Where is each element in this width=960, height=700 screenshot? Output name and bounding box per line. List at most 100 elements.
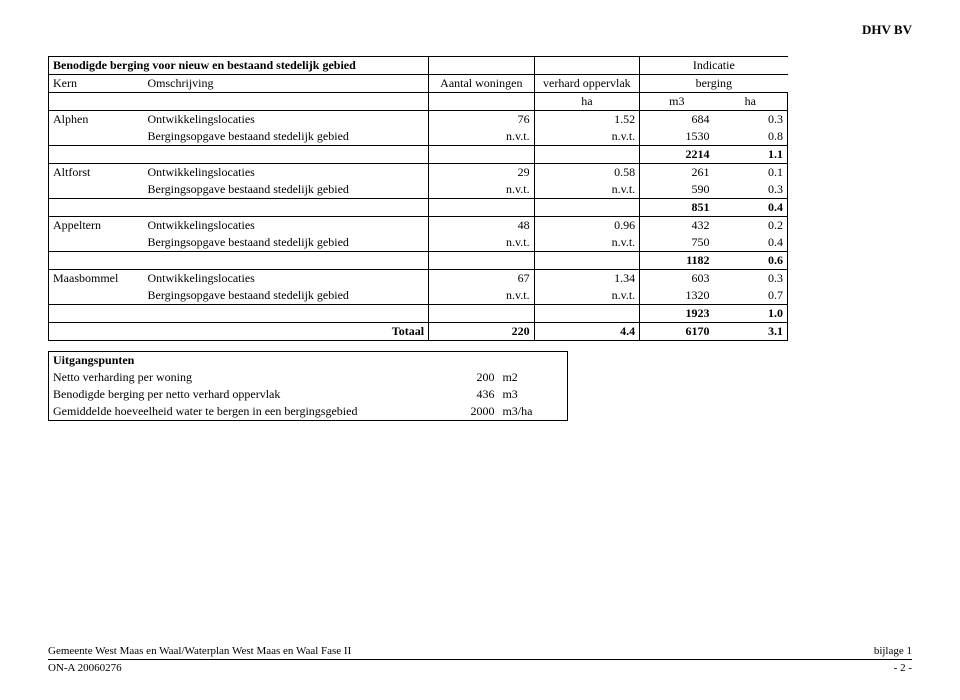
assumption-label: Netto verharding per woning xyxy=(49,369,430,386)
subtotal-m3: 2214 xyxy=(640,146,714,164)
line-ha: 0.3 xyxy=(714,111,788,129)
col-indicatie: Indicatie xyxy=(640,57,788,75)
line-oms: Bergingsopgave bestaand stedelijk gebied xyxy=(144,287,429,305)
line-ha: 0.4 xyxy=(714,234,788,252)
unit-m3: m3 xyxy=(640,93,714,111)
assumption-unit: m3/ha xyxy=(498,403,567,421)
group-name: Maasbommel xyxy=(49,270,144,288)
line-aantal: n.v.t. xyxy=(429,287,535,305)
line-verh: n.v.t. xyxy=(534,287,640,305)
line-m3: 684 xyxy=(640,111,714,129)
subtotal-pad xyxy=(49,199,144,217)
line-ha: 0.1 xyxy=(714,164,788,182)
subtotal-pad xyxy=(429,146,535,164)
subtotal-ha: 1.1 xyxy=(714,146,788,164)
subtotal-pad xyxy=(534,199,640,217)
subtotal-m3: 1182 xyxy=(640,252,714,270)
subtotal-pad xyxy=(429,199,535,217)
subtotal-row: 19231.0 xyxy=(49,305,788,323)
subtotal-pad xyxy=(534,305,640,323)
line-ha: 0.3 xyxy=(714,181,788,199)
line-verh: 1.34 xyxy=(534,270,640,288)
line-aantal: 48 xyxy=(429,217,535,235)
group-name xyxy=(49,234,144,252)
subtotal-pad xyxy=(534,252,640,270)
table-row: Bergingsopgave bestaand stedelijk gebied… xyxy=(49,181,788,199)
subtotal-row: 22141.1 xyxy=(49,146,788,164)
col-berging: berging xyxy=(640,75,788,93)
subtotal-pad xyxy=(49,252,144,270)
line-ha: 0.3 xyxy=(714,270,788,288)
assumption-label: Benodigde berging per netto verhard oppe… xyxy=(49,386,430,403)
subtotal-pad xyxy=(49,305,144,323)
subtotal-pad xyxy=(534,146,640,164)
subtotal-m3: 1923 xyxy=(640,305,714,323)
assumption-label: Gemiddelde hoeveelheid water te bergen i… xyxy=(49,403,430,421)
total-verh: 4.4 xyxy=(534,323,640,341)
line-aantal: 67 xyxy=(429,270,535,288)
unit-ha-1: ha xyxy=(534,93,640,111)
total-aantal: 220 xyxy=(429,323,535,341)
line-verh: n.v.t. xyxy=(534,128,640,146)
line-oms: Bergingsopgave bestaand stedelijk gebied xyxy=(144,128,429,146)
company-name: DHV BV xyxy=(862,22,912,38)
table-row: AppelternOntwikkelingslocaties480.964320… xyxy=(49,217,788,235)
footer-left-below: ON-A 20060276 xyxy=(48,662,122,674)
line-oms: Bergingsopgave bestaand stedelijk gebied xyxy=(144,234,429,252)
line-oms: Ontwikkelingslocaties xyxy=(144,217,429,235)
subtotal-pad xyxy=(144,146,429,164)
subtotal-ha: 1.0 xyxy=(714,305,788,323)
page-footer: Gemeente West Maas en Waal/Waterplan Wes… xyxy=(48,645,912,674)
line-m3: 750 xyxy=(640,234,714,252)
line-verh: 1.52 xyxy=(534,111,640,129)
unit-ha-2: ha xyxy=(714,93,788,111)
table-row: Bergingsopgave bestaand stedelijk gebied… xyxy=(49,234,788,252)
assumption-unit: m2 xyxy=(498,369,567,386)
line-aantal: n.v.t. xyxy=(429,234,535,252)
assumption-value: 2000 xyxy=(430,403,499,421)
footer-right-below: - 2 - xyxy=(894,662,912,674)
assumptions-table: Uitgangspunten Netto verharding per woni… xyxy=(48,351,568,421)
line-aantal: 29 xyxy=(429,164,535,182)
col-aantal: Aantal woningen xyxy=(429,75,535,93)
line-m3: 603 xyxy=(640,270,714,288)
group-name: Appeltern xyxy=(49,217,144,235)
line-m3: 1530 xyxy=(640,128,714,146)
line-verh: n.v.t. xyxy=(534,181,640,199)
subtotal-pad xyxy=(429,252,535,270)
group-name: Alphen xyxy=(49,111,144,129)
assumption-value: 200 xyxy=(430,369,499,386)
line-m3: 261 xyxy=(640,164,714,182)
group-name xyxy=(49,181,144,199)
line-m3: 1320 xyxy=(640,287,714,305)
line-ha: 0.8 xyxy=(714,128,788,146)
subtotal-pad xyxy=(144,252,429,270)
line-oms: Ontwikkelingslocaties xyxy=(144,164,429,182)
line-m3: 432 xyxy=(640,217,714,235)
subtotal-row: 11820.6 xyxy=(49,252,788,270)
table-row: MaasbommelOntwikkelingslocaties671.34603… xyxy=(49,270,788,288)
subtotal-pad xyxy=(144,199,429,217)
table-title: Benodigde berging voor nieuw en bestaand… xyxy=(49,57,429,75)
total-ha: 3.1 xyxy=(714,323,788,341)
line-aantal: n.v.t. xyxy=(429,128,535,146)
subtotal-pad xyxy=(49,146,144,164)
footer-left-above: Gemeente West Maas en Waal/Waterplan Wes… xyxy=(48,645,351,657)
line-m3: 590 xyxy=(640,181,714,199)
line-oms: Ontwikkelingslocaties xyxy=(144,111,429,129)
line-verh: 0.96 xyxy=(534,217,640,235)
col-verhard: verhard oppervlak xyxy=(534,75,640,93)
subtotal-pad xyxy=(144,305,429,323)
subtotal-pad xyxy=(429,305,535,323)
group-name xyxy=(49,287,144,305)
assumption-unit: m3 xyxy=(498,386,567,403)
table-row: AltforstOntwikkelingslocaties290.582610.… xyxy=(49,164,788,182)
assumption-value: 436 xyxy=(430,386,499,403)
total-m3: 6170 xyxy=(640,323,714,341)
assumption-row: Benodigde berging per netto verhard oppe… xyxy=(49,386,568,403)
footer-right-above: bijlage 1 xyxy=(874,645,912,657)
subtotal-ha: 0.4 xyxy=(714,199,788,217)
col-oms: Omschrijving xyxy=(144,75,429,93)
line-verh: 0.58 xyxy=(534,164,640,182)
table-row: Bergingsopgave bestaand stedelijk gebied… xyxy=(49,128,788,146)
